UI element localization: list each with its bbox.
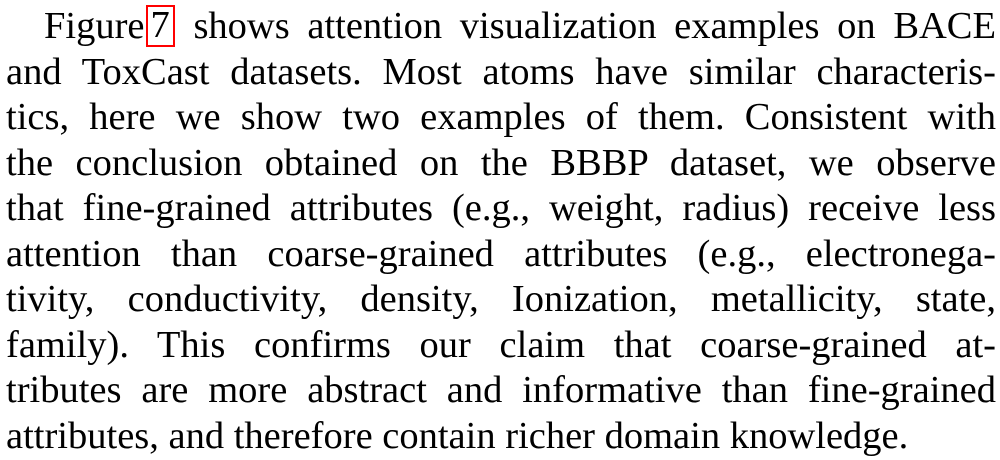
- paragraph-line-7: tivity, conductivity, density, Ionizatio…: [6, 278, 996, 320]
- figure-ref-prefix: Figure: [44, 5, 145, 47]
- paragraph-line-2: and ToxCast datasets. Most atoms have si…: [6, 50, 996, 93]
- paragraph-line-10: attributes, and therefore contain richer…: [6, 414, 909, 457]
- paragraph-line-8: family). This confirms our claim that co…: [6, 323, 996, 366]
- paragraph-line-9: tributes are more abstract and informati…: [6, 369, 996, 411]
- body-paragraph: Figure 7 shows attention visualization ex…: [6, 4, 996, 459]
- paragraph-line-1: Figure 7 shows attention visualization ex…: [6, 4, 996, 50]
- paragraph-line-4: the conclusion obtained on the BBBP data…: [6, 141, 996, 184]
- figure-ref-suffix: shows attention visualization examples o…: [175, 5, 996, 47]
- figure-7-link[interactable]: 7: [145, 5, 175, 47]
- paragraph-line-3: tics, here we show two examples of them.…: [6, 96, 996, 138]
- paragraph-line-5: that fine-grained attributes (e.g., weig…: [6, 187, 996, 229]
- paragraph-line-6: attention than coarse-grained attributes…: [6, 232, 996, 275]
